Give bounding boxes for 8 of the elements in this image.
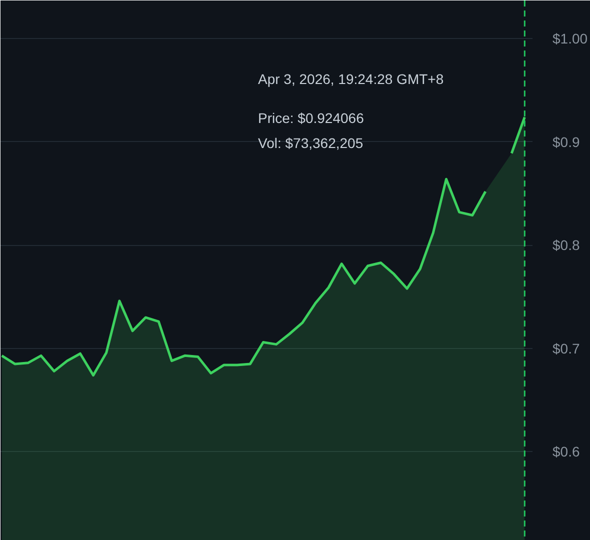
annotation: Apr 3, 2026, 19:24:28 GMT+8 (258, 70, 444, 87)
y-tick-label: $0.7 (552, 340, 580, 356)
y-tick-label: $0.8 (552, 237, 580, 254)
annotation: Vol: $73,362,205 (258, 134, 364, 151)
y-tick-label: $0.9 (552, 134, 580, 150)
y-tick-label: $1.00 (552, 30, 588, 47)
annotation: Price: $0.924066 (258, 110, 364, 126)
y-tick-label: $0.6 (552, 444, 580, 460)
